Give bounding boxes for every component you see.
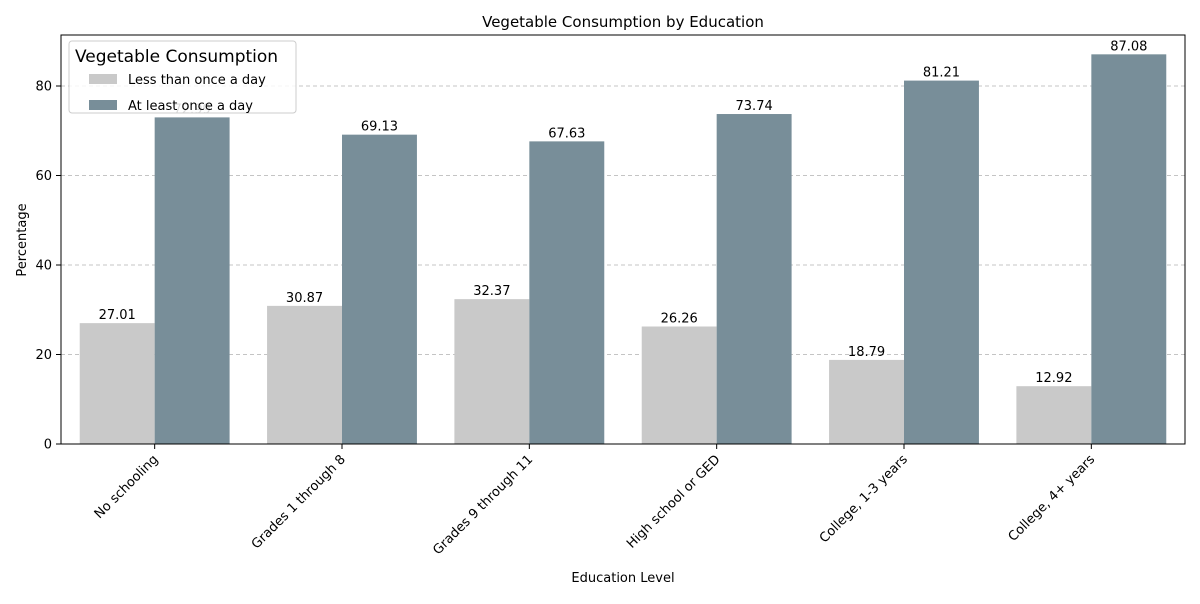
bar	[267, 305, 342, 444]
plot-frame	[60, 34, 1186, 445]
legend-entry: At least once a day	[128, 99, 253, 114]
bar-value-label: 30.87	[286, 291, 323, 306]
y-tick-label: 40	[35, 259, 52, 274]
y-tick-label: 60	[35, 169, 52, 184]
bar	[154, 117, 230, 445]
bar-value-label: 12.92	[1035, 371, 1072, 386]
legend-box	[68, 40, 297, 114]
bar-value-label: 67.63	[548, 126, 585, 141]
bar-value-label: 18.79	[848, 345, 885, 360]
legend-entry: Less than once a day	[128, 73, 266, 88]
legend-title: Vegetable Consumption	[75, 47, 278, 67]
gridlines	[61, 85, 1185, 356]
y-axis-label: Percentage	[15, 203, 30, 276]
bars	[79, 54, 1167, 445]
bar	[342, 134, 417, 444]
y-tick-label: 80	[35, 80, 52, 95]
bar	[829, 359, 904, 444]
x-axis-label: Education Level	[571, 571, 674, 586]
legend: Vegetable Consumption Less than once a da…	[68, 40, 297, 114]
y-tick-label: 20	[35, 348, 52, 363]
bar	[1016, 386, 1092, 444]
legend-swatch	[89, 100, 117, 110]
bar	[904, 80, 979, 445]
bar-value-label: 26.26	[661, 311, 698, 326]
bar	[529, 141, 605, 444]
bar	[716, 114, 792, 444]
chart-title: Vegetable Consumption by Education	[482, 13, 764, 31]
bar-value-label: 32.37	[473, 284, 510, 299]
y-tick-label: 0	[44, 438, 52, 453]
bar	[641, 326, 717, 444]
bar-value-label: 27.01	[99, 308, 136, 323]
bar-value-label: 81.21	[923, 66, 960, 81]
bar-value-label: 73.74	[736, 99, 773, 114]
bar-value-label: 87.08	[1110, 39, 1147, 54]
legend-swatch	[89, 74, 117, 84]
bar	[79, 323, 155, 444]
bar-value-label: 69.13	[361, 120, 398, 135]
data-labels: 27.0172.9930.8769.1332.3767.6326.2673.74…	[99, 39, 1148, 386]
bar	[1091, 54, 1167, 444]
bar	[454, 299, 530, 444]
